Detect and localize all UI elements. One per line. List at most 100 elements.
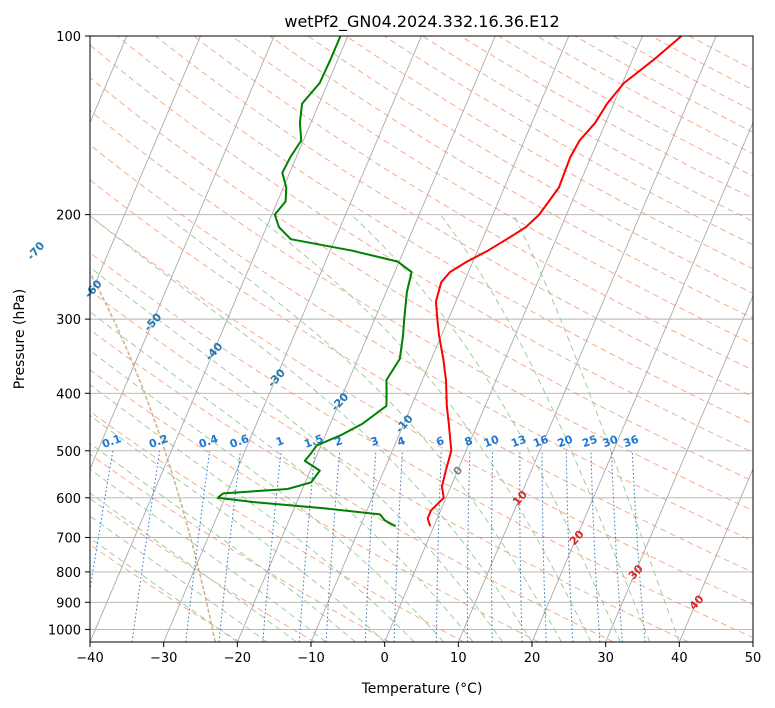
- y-tick-label: 300: [56, 313, 81, 328]
- mixing-ratio-label: 20: [556, 433, 575, 451]
- isotherm-line: [90, 36, 275, 471]
- y-tick-label: 500: [56, 445, 81, 460]
- moist-adiabat-line: [90, 515, 268, 642]
- isotherm-line: [678, 467, 753, 642]
- mixing-ratio-line: [611, 450, 623, 642]
- dry-adiabat-line: [193, 36, 753, 371]
- mixing-ratio-label: 0.1: [100, 432, 123, 451]
- dry-adiabat-line: [90, 369, 540, 642]
- moist-adiabat-line: [90, 442, 356, 642]
- mixing-ratio-line: [131, 450, 161, 642]
- mixing-ratio-line: [218, 450, 241, 642]
- x-tick-label: −40: [76, 651, 103, 666]
- mixing-ratio-label: 0.6: [228, 432, 251, 451]
- moist-adiabat-line: [90, 537, 238, 642]
- x-tick-label: −20: [224, 651, 251, 666]
- dry-adiabat-line: [90, 215, 753, 605]
- dry-adiabat-line: [231, 36, 753, 345]
- reference-lines: [90, 36, 753, 642]
- mixing-ratio-label: 2: [333, 434, 345, 449]
- isotherm-line: [605, 294, 753, 642]
- sounding-series-line: [426, 36, 683, 527]
- dry-adiabat-line: [90, 110, 753, 512]
- y-tick-label: 600: [56, 492, 81, 507]
- isotherm-line: [163, 36, 422, 642]
- x-tick-label: −30: [150, 651, 177, 666]
- mixing-ratio-label: 25: [580, 433, 599, 450]
- moist-adiabat-line: [350, 214, 621, 642]
- dry-adiabat-line: [90, 144, 753, 542]
- y-tick-label: 900: [56, 596, 81, 611]
- mixing-ratio-label: 1.5: [302, 432, 325, 451]
- moist-adiabat-line: [90, 215, 533, 642]
- isotherm-line: [236, 36, 496, 642]
- dry-adiabat-line: [90, 44, 753, 453]
- y-axis: 100 200 300 400 500 600 700 800 900 1000: [48, 30, 90, 638]
- isotherm-line: [531, 121, 753, 642]
- x-tick-label: 20: [524, 651, 541, 666]
- mixing-ratio-label: 36: [622, 433, 641, 451]
- x-tick-label: 40: [671, 651, 688, 666]
- mixing-ratio-line: [631, 450, 646, 642]
- x-tick-label: 10: [450, 651, 467, 666]
- dry-adiabat-line: [307, 36, 753, 294]
- x-axis: −40 −30 −20 −10 0 10 20 30 40 50: [76, 642, 761, 666]
- dry-adiabat-line: [90, 498, 315, 642]
- y-tick-label: 1000: [48, 623, 81, 638]
- moist-adiabat-line: [164, 214, 562, 642]
- mixing-ratio-label: 1: [274, 434, 286, 449]
- mixing-ratio-line: [262, 450, 282, 642]
- x-tick-label: 30: [597, 651, 614, 666]
- plot-frame: [89, 35, 754, 643]
- dry-adiabat-line: [90, 179, 753, 573]
- dry-adiabat-line: [90, 76, 753, 482]
- mixing-ratio-label: 16: [531, 433, 550, 451]
- moist-adiabat-line: [90, 349, 444, 642]
- y-tick-label: 100: [56, 30, 81, 45]
- mixing-ratio-label: 0.4: [197, 432, 220, 451]
- x-tick-label: −10: [297, 651, 324, 666]
- x-tick-label: 0: [381, 651, 389, 666]
- y-tick-label: 400: [56, 387, 81, 402]
- isotherm-line: [384, 36, 643, 642]
- moist-adiabat-line: [513, 214, 680, 642]
- moist-adiabat-line: [440, 214, 651, 642]
- dry-adiabat-line: [90, 453, 390, 642]
- y-tick-label: 800: [56, 566, 81, 581]
- mixing-ratio-line: [298, 450, 316, 642]
- moist-adiabat-line: [90, 266, 503, 642]
- moist-adiabat-line: [90, 468, 326, 642]
- isotherm-line: [457, 36, 717, 642]
- moist-adiabat-line: [90, 384, 415, 642]
- x-axis-label: Temperature (°C): [361, 681, 483, 697]
- moist-adiabat-line: [90, 492, 297, 642]
- mixing-ratio-label: 13: [509, 433, 528, 450]
- mixing-ratio-line: [590, 450, 601, 642]
- y-axis-label: Pressure (hPa): [12, 289, 28, 389]
- x-tick-label: 50: [745, 651, 762, 666]
- mixing-ratio-label: 30: [601, 433, 620, 451]
- mixing-ratio-label: 0.2: [147, 432, 170, 451]
- dry-adiabat-line: [90, 252, 753, 639]
- moist-adiabat-line: [90, 414, 385, 642]
- moist-adiabat-line: [90, 311, 474, 642]
- y-tick-label: 200: [56, 209, 81, 224]
- mixing-ratio-line: [185, 450, 211, 642]
- isotherm-line: [90, 36, 349, 642]
- mixing-ratio-line: [325, 450, 341, 642]
- sounding-series-line: [216, 36, 413, 528]
- mixing-ratio-label: 6: [434, 434, 446, 449]
- mixing-ratio-label: 8: [463, 434, 475, 449]
- ice-saturation-line: [90, 271, 216, 642]
- mixing-ratio-line: [364, 450, 377, 642]
- mixing-ratio-label: 10: [482, 433, 501, 451]
- y-tick-label: 700: [56, 532, 81, 547]
- chart-title: wetPf2_GN04.2024.332.16.36.E12: [284, 12, 559, 32]
- isotherm-line: [90, 36, 201, 297]
- sounding-profiles: [216, 36, 683, 528]
- mixing-ratio-label: 3: [369, 434, 381, 449]
- moist-adiabat-line: [254, 214, 592, 642]
- mixing-ratio-label: 4: [395, 434, 407, 449]
